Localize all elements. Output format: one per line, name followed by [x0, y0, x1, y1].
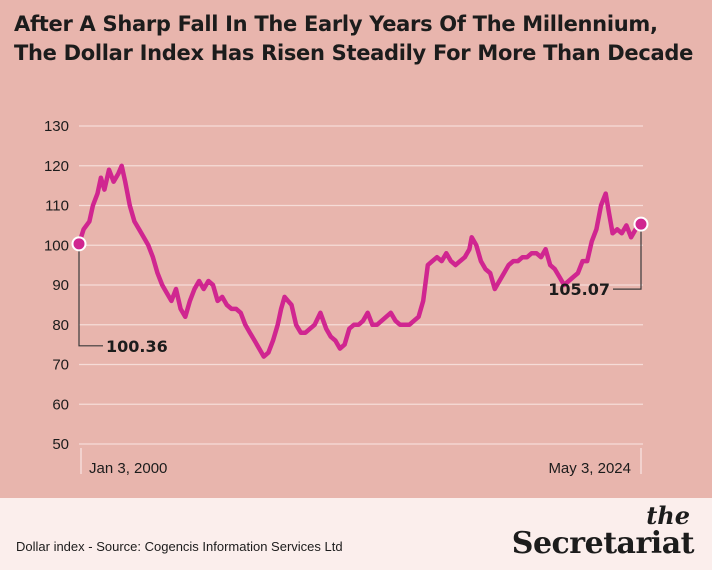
leader-line-start [78, 243, 103, 347]
annotation-label-start: 100.36 [106, 337, 168, 356]
x-axis-start-label: Jan 3, 2000 [89, 460, 167, 477]
y-tick-label-110: 110 [45, 198, 69, 215]
series-line-dollar-index [76, 163, 644, 359]
annotation-label-end: 105.07 [548, 280, 610, 299]
publisher-logo: the Secretariat [511, 501, 695, 561]
logo-the-text: the [646, 501, 690, 530]
marker-start [71, 236, 87, 252]
footer: Dollar index - Source: Cogencis Informat… [0, 498, 712, 570]
dollar-index-line-chart: 130 120 110 100 90 80 70 60 50 Jan 3, 2000 May 3… [44, 118, 649, 477]
y-tick-label-70: 70 [52, 357, 69, 374]
y-tick-label-130: 130 [44, 118, 69, 135]
y-tick-label-120: 120 [44, 158, 69, 175]
chart-title-line-1: After A Sharp Fall In The Early Years Of… [14, 12, 658, 36]
source-note: Dollar index - Source: Cogencis Informat… [16, 539, 343, 554]
x-axis-end-label: May 3, 2024 [548, 460, 631, 477]
leader-line-end [613, 224, 642, 290]
chart-title: After A Sharp Fall In The Early Years Of… [14, 10, 704, 68]
y-tick-label-50: 50 [52, 436, 69, 453]
annotation-start: 100.36 [71, 236, 168, 356]
y-tick-label-80: 80 [52, 317, 69, 334]
marker-end [633, 216, 649, 232]
x-axis: Jan 3, 2000 May 3, 2024 [80, 448, 642, 477]
y-axis-tick-labels: 130 120 110 100 90 80 70 60 50 [44, 118, 69, 453]
annotation-end: 105.07 [548, 216, 649, 299]
y-tick-label-60: 60 [52, 396, 69, 413]
y-tick-label-100: 100 [44, 237, 69, 254]
y-tick-label-90: 90 [52, 277, 69, 294]
chart-title-line-2: The Dollar Index Has Risen Steadily For … [14, 41, 694, 65]
grid-lines [79, 125, 643, 445]
logo-main-text: Secretariat [511, 526, 695, 561]
